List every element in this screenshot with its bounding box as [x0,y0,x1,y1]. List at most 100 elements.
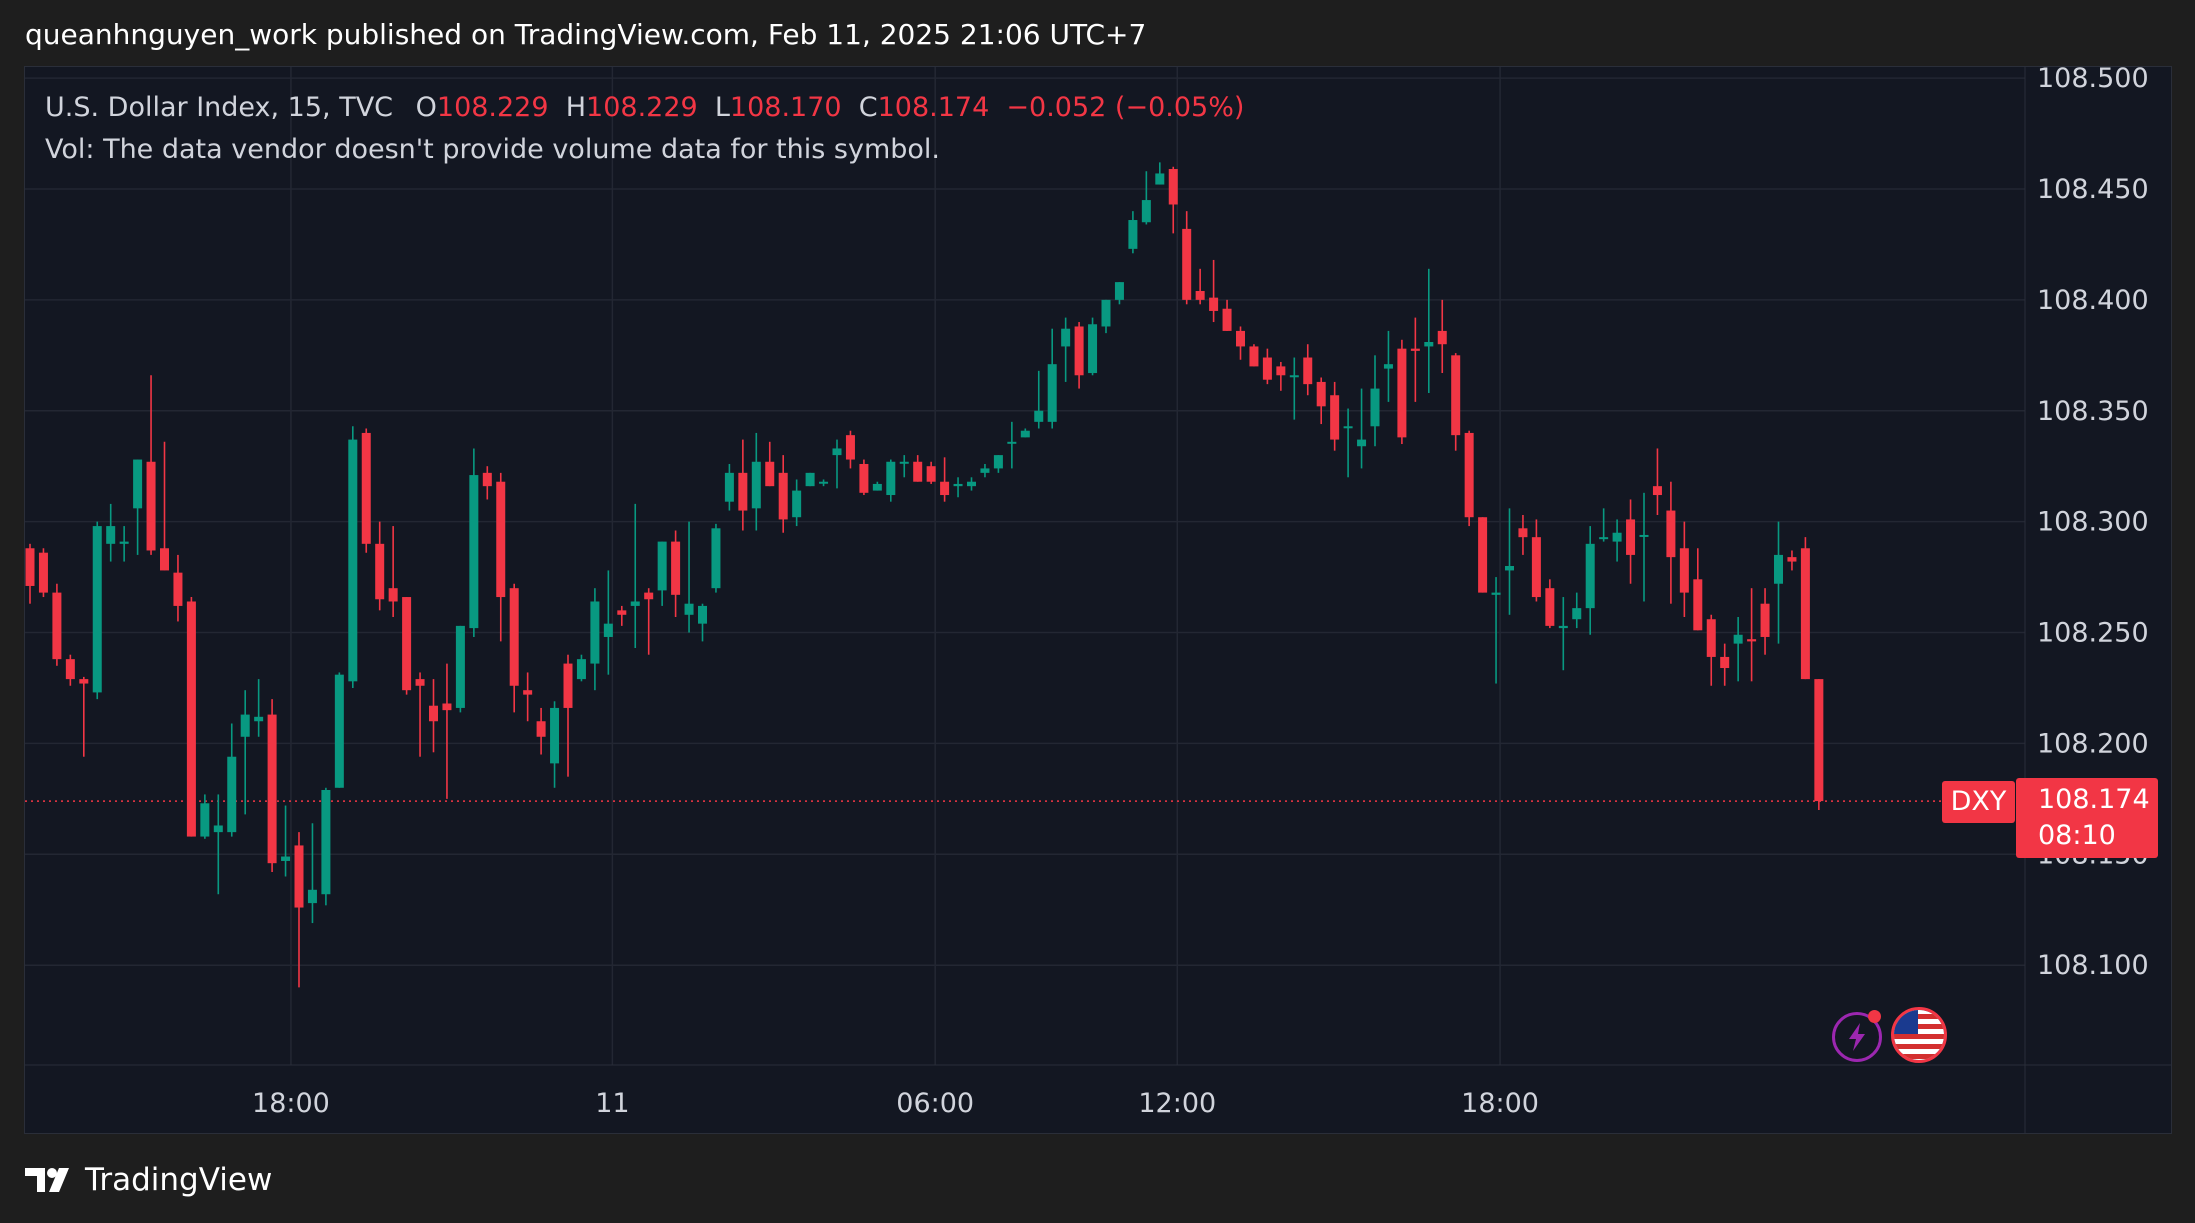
candle[interactable] [1141,171,1151,225]
candle[interactable] [1572,592,1582,629]
candle[interactable] [1357,388,1367,469]
candle[interactable] [1276,361,1286,391]
candle[interactable] [1814,679,1824,810]
candle[interactable] [1437,299,1447,374]
candle[interactable] [617,605,627,626]
candle[interactable] [1747,588,1757,682]
candle[interactable] [267,699,277,873]
candle[interactable] [213,794,223,895]
candle[interactable] [630,503,640,649]
candle[interactable] [348,426,358,688]
candle[interactable] [1800,537,1810,680]
candle[interactable] [1612,519,1622,562]
candle[interactable] [25,543,35,604]
candle[interactable] [146,375,156,555]
candle[interactable] [1720,643,1730,686]
candle[interactable] [254,679,264,737]
candle[interactable] [1195,268,1205,305]
candle[interactable] [711,523,721,593]
candle[interactable] [657,541,667,606]
candle[interactable] [482,466,492,500]
candle[interactable] [133,459,143,555]
candle[interactable] [845,430,855,469]
candle[interactable] [509,583,519,713]
candle[interactable] [765,441,775,487]
candle[interactable] [402,597,412,695]
candle[interactable] [899,455,909,478]
candle[interactable] [1383,330,1393,402]
candle[interactable] [1128,211,1138,254]
candle[interactable] [307,823,317,924]
candle[interactable] [523,672,533,722]
candle[interactable] [940,457,950,502]
candle[interactable] [953,477,963,498]
candle[interactable] [1034,370,1044,429]
candle[interactable] [1047,328,1057,429]
candle[interactable] [173,554,183,622]
candle[interactable] [79,676,89,757]
candle[interactable] [1061,317,1071,382]
candle[interactable] [1505,508,1514,615]
candle[interactable] [913,455,923,482]
candle[interactable] [805,472,815,487]
candlestick-chart[interactable]: 108.100108.150108.200108.250108.300108.3… [25,67,2171,1133]
candle[interactable] [496,472,506,642]
candle[interactable] [550,701,560,788]
candle[interactable] [1679,521,1689,618]
candle[interactable] [1787,550,1797,571]
candle[interactable] [294,832,304,988]
candle[interactable] [1626,499,1636,584]
candle[interactable] [980,463,990,478]
candle[interactable] [1155,162,1165,185]
candle[interactable] [1585,526,1595,635]
candle[interactable] [1074,322,1084,389]
candle[interactable] [1007,421,1017,469]
candle[interactable] [1424,268,1434,394]
candle[interactable] [92,521,102,700]
candle[interactable] [119,526,129,562]
candle[interactable] [1639,492,1649,602]
candle[interactable] [415,672,425,757]
candle[interactable] [751,432,761,531]
candle[interactable] [603,570,613,675]
candle[interactable] [361,428,371,553]
candle[interactable] [186,597,196,837]
candle[interactable] [1262,348,1272,385]
candle[interactable] [1222,299,1232,331]
candle[interactable] [698,603,707,642]
candle[interactable] [1182,211,1192,305]
candle[interactable] [1706,614,1716,686]
candle[interactable] [1343,408,1353,478]
candle[interactable] [1236,326,1245,360]
chart-frame[interactable]: 108.100108.150108.200108.250108.300108.3… [24,66,2172,1134]
candle[interactable] [429,679,438,753]
candle[interactable] [240,690,250,815]
candle[interactable] [375,521,385,611]
candle[interactable] [1518,514,1528,555]
candle[interactable] [1316,377,1326,425]
us-flag-icon[interactable] [1891,1007,1947,1063]
candle[interactable] [1370,355,1380,447]
candle[interactable] [1693,548,1703,631]
candle[interactable] [1652,448,1662,515]
candle[interactable] [1774,521,1783,644]
candle[interactable] [281,805,291,877]
candle[interactable] [563,654,573,777]
candle[interactable] [1760,588,1770,655]
candle[interactable] [469,448,479,637]
candle[interactable] [65,654,75,686]
candle[interactable] [388,526,398,618]
candle[interactable] [1209,259,1219,323]
candle[interactable] [792,479,802,527]
candle[interactable] [967,477,976,491]
candle[interactable] [859,459,869,496]
candle[interactable] [442,663,452,799]
candle[interactable] [38,548,48,598]
candle[interactable] [993,455,1003,473]
candle[interactable] [576,654,586,682]
candle[interactable] [644,588,654,655]
candle[interactable] [1478,517,1488,593]
candle[interactable] [52,583,62,666]
candle[interactable] [1545,579,1555,629]
candle[interactable] [334,672,344,788]
